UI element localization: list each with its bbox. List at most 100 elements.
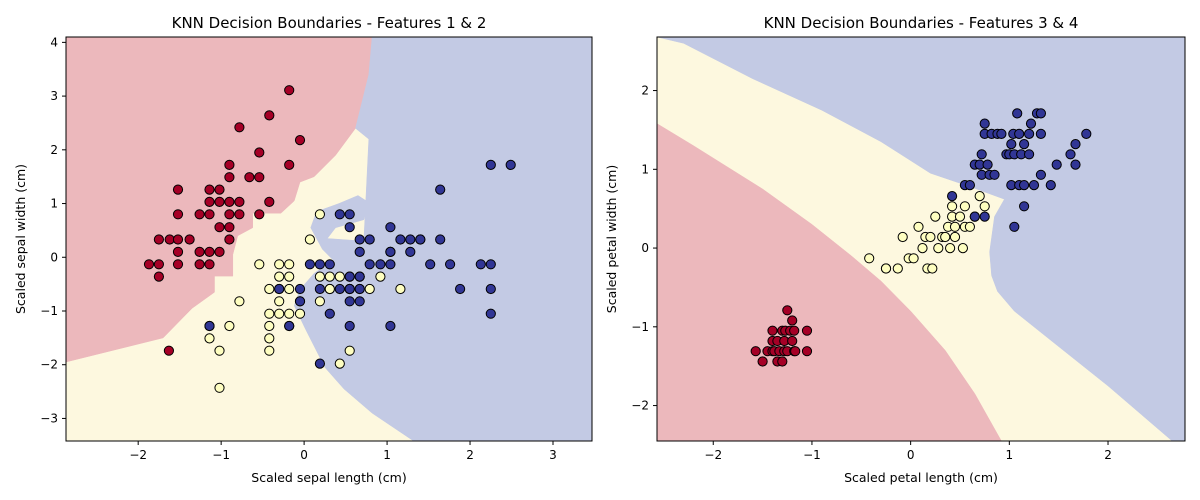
point-blue: [485, 159, 496, 170]
point-blue: [1024, 149, 1035, 160]
point-red: [214, 184, 225, 195]
y-tick-label: −3: [40, 411, 58, 425]
point-blue: [274, 283, 285, 295]
x-axis-ticks: −2 −1 0 1 2: [704, 441, 1112, 462]
point-blue: [505, 159, 516, 170]
point-red: [224, 172, 235, 183]
point-blue: [1065, 149, 1076, 160]
point-blue: [1014, 128, 1025, 139]
point-blue: [385, 246, 396, 257]
point-blue: [1009, 221, 1020, 232]
x-tick-label: 1: [383, 448, 391, 462]
point-yellow: [314, 209, 325, 220]
point-yellow: [204, 333, 215, 344]
point-red: [264, 196, 275, 207]
y-tick-label: 4: [50, 35, 58, 49]
point-yellow: [334, 358, 345, 369]
point-blue: [354, 234, 365, 245]
y-tick-label: 1: [641, 162, 649, 176]
point-red: [254, 172, 265, 183]
y-tick-label: −1: [40, 304, 58, 318]
point-yellow: [264, 320, 275, 332]
point-blue: [284, 320, 295, 332]
x-tick-label: −1: [803, 448, 821, 462]
point-yellow: [964, 221, 976, 232]
point-blue: [385, 259, 396, 270]
x-axis-label: Scaled sepal length (cm): [251, 470, 406, 485]
point-yellow: [897, 231, 908, 243]
point-red: [777, 356, 788, 367]
y-tick-label: 0: [50, 250, 58, 264]
plot-frame: [65, 36, 593, 442]
x-tick-label: 2: [1104, 448, 1112, 462]
point-red: [172, 184, 184, 195]
point-red: [224, 196, 235, 207]
point-red: [234, 209, 245, 220]
point-yellow: [979, 201, 990, 212]
point-yellow: [364, 283, 375, 295]
point-blue: [354, 283, 365, 295]
point-yellow: [294, 308, 306, 319]
point-yellow: [264, 308, 275, 319]
point-yellow: [949, 221, 961, 232]
point-blue: [344, 222, 355, 233]
point-red: [194, 209, 205, 220]
point-red: [194, 259, 205, 270]
point-blue: [982, 159, 993, 170]
point-red: [214, 196, 225, 207]
point-yellow: [324, 283, 335, 295]
plot-frame: [656, 36, 1186, 442]
point-blue: [1035, 128, 1047, 139]
point-blue: [354, 296, 365, 307]
point-blue: [334, 209, 345, 220]
point-blue: [314, 283, 325, 295]
point-yellow: [274, 308, 285, 319]
point-red: [801, 346, 813, 357]
point-red: [153, 234, 164, 245]
point-yellow: [395, 283, 406, 295]
point-red: [801, 325, 813, 336]
chart-right: −2 −1 0 1 2 −2 −1 0 1 2 KNN Decision Boundaries …: [604, 14, 1186, 485]
point-yellow: [214, 345, 225, 356]
chart-title: KNN Decision Boundaries - Features 3 & 4: [764, 14, 1079, 32]
point-yellow: [974, 191, 985, 202]
point-yellow: [334, 271, 345, 282]
point-blue: [324, 308, 335, 319]
y-tick-label: 2: [50, 143, 58, 157]
point-yellow: [880, 263, 892, 274]
point-yellow: [284, 308, 295, 319]
point-yellow: [264, 345, 275, 356]
point-blue: [1035, 108, 1047, 119]
point-blue: [405, 234, 416, 245]
point-yellow: [324, 271, 335, 282]
point-yellow: [314, 296, 325, 307]
point-yellow: [945, 243, 956, 254]
y-tick-label: −2: [40, 358, 58, 372]
point-red: [204, 184, 215, 195]
y-tick-label: 2: [641, 84, 649, 98]
point-blue: [1070, 159, 1081, 170]
point-red: [284, 85, 295, 96]
point-yellow: [274, 271, 285, 282]
point-yellow: [284, 271, 295, 282]
point-yellow: [927, 263, 938, 274]
x-tick-label: 0: [300, 448, 308, 462]
point-blue: [1051, 159, 1062, 170]
point-yellow: [224, 320, 235, 332]
region-red: [657, 123, 1002, 441]
x-tick-label: 0: [907, 448, 915, 462]
point-yellow: [284, 283, 295, 295]
point-red: [153, 271, 164, 282]
x-tick-label: 3: [549, 448, 557, 462]
point-red: [214, 222, 225, 233]
data-points: [750, 108, 1092, 367]
point-red: [787, 315, 798, 326]
point-red: [204, 209, 215, 220]
point-red: [790, 346, 801, 357]
y-tick-label: −2: [631, 399, 649, 413]
point-blue: [455, 283, 466, 295]
point-blue: [375, 259, 386, 270]
point-yellow: [284, 259, 295, 270]
point-blue: [304, 259, 315, 270]
point-blue: [1012, 108, 1023, 119]
